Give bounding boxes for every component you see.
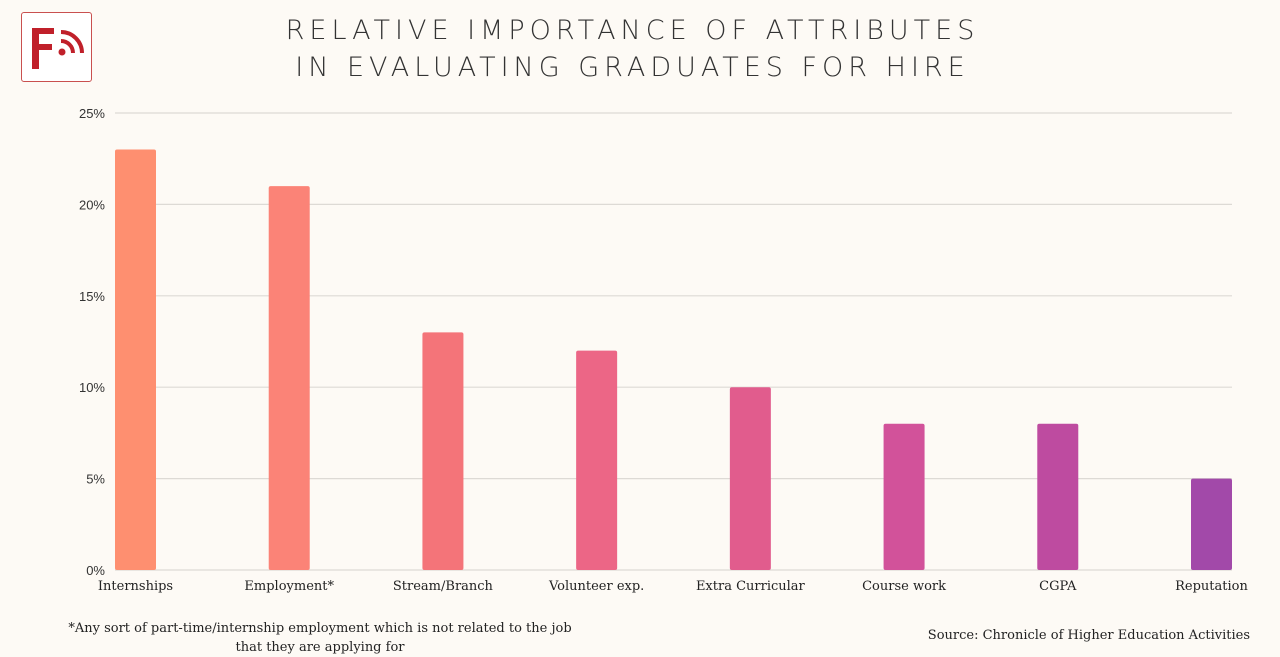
logo bbox=[21, 12, 92, 82]
bar bbox=[422, 332, 464, 570]
bar bbox=[115, 149, 156, 570]
bar bbox=[1191, 478, 1232, 570]
signal-waves-icon bbox=[32, 28, 84, 69]
x-tick-label: Course work bbox=[862, 579, 946, 594]
x-tick-label: Stream/Branch bbox=[393, 579, 494, 594]
bar bbox=[268, 186, 310, 570]
bar bbox=[576, 350, 618, 570]
x-tick-label: CGPA bbox=[1039, 579, 1077, 594]
y-tick-label: 0% bbox=[86, 563, 105, 578]
x-tick-label: Internships bbox=[98, 579, 173, 594]
chart-title: RELATIVE IMPORTANCE OF ATTRIBUTES IN EVA… bbox=[0, 12, 1265, 86]
bar bbox=[1037, 423, 1079, 570]
footnote: *Any sort of part-time/internship employ… bbox=[68, 621, 572, 655]
bar bbox=[729, 387, 771, 570]
y-tick-label: 25% bbox=[79, 106, 105, 121]
y-tick-label: 15% bbox=[79, 289, 105, 304]
y-tick-label: 5% bbox=[86, 472, 105, 487]
x-tick-label: Reputation bbox=[1175, 579, 1248, 594]
bar bbox=[883, 423, 925, 570]
y-tick-label: 10% bbox=[79, 380, 105, 395]
x-tick-label: Employment* bbox=[244, 579, 334, 594]
title-line-2: IN EVALUATING GRADUATES FOR HIRE bbox=[295, 52, 970, 83]
x-tick-label: Volunteer exp. bbox=[548, 579, 644, 594]
title-line-1: RELATIVE IMPORTANCE OF ATTRIBUTES bbox=[285, 15, 980, 46]
x-tick-label: Extra Curricular bbox=[696, 579, 806, 594]
source-note: Source: Chronicle of Higher Education Ac… bbox=[927, 628, 1250, 643]
y-tick-label: 20% bbox=[79, 197, 105, 212]
